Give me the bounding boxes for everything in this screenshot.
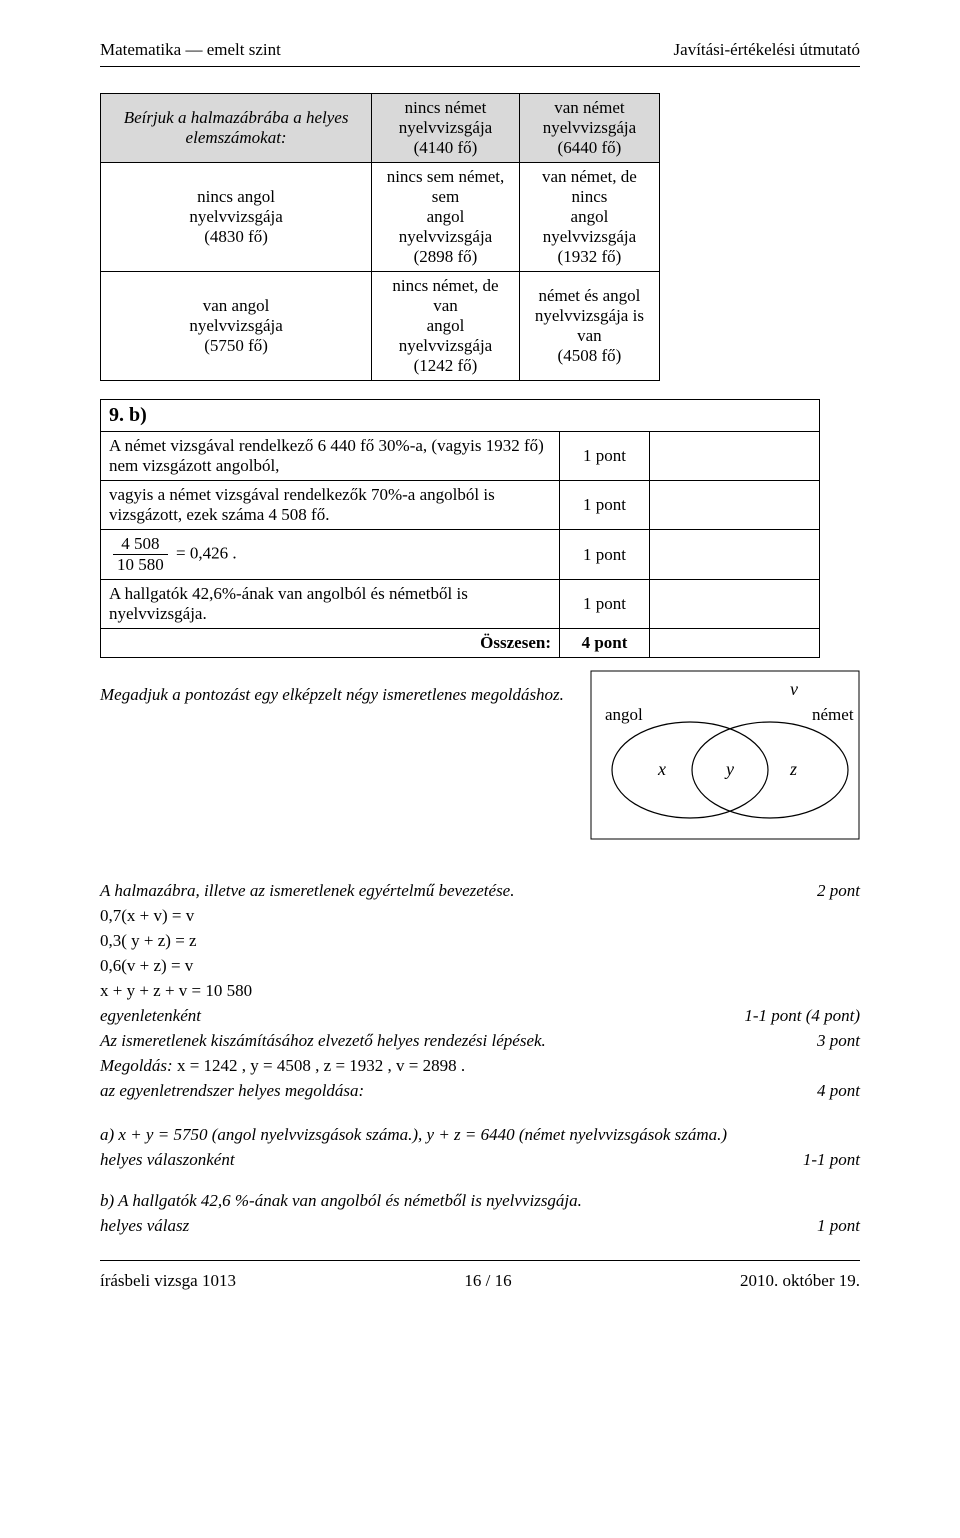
solution-step: A hallgatók 42,6%-ának van angolból és n…: [101, 580, 560, 629]
points: 1 pont: [560, 432, 650, 481]
table-row: van angol nyelvvizsgája (5750 fő) nincs …: [101, 272, 660, 381]
venn-nemet: német: [812, 705, 854, 724]
venn-svg: v angol német x y z: [590, 670, 860, 840]
points: 1 pont: [560, 580, 650, 629]
part-a-answer: helyes válaszonként 1-1 pont: [100, 1149, 860, 1172]
page-footer: írásbeli vizsga 1013 16 / 16 2010. októb…: [100, 1271, 860, 1291]
part-b-line: b) A hallgatók 42,6 %-ának van angolból …: [100, 1190, 860, 1213]
col-header-2: van német nyelvvizsgája (6440 fő): [519, 94, 659, 163]
page: Matematika — emelt szint Javítási-értéke…: [0, 0, 960, 1538]
points: 1 pont: [560, 530, 650, 580]
header-right: Javítási-értékelési útmutató: [674, 40, 860, 60]
table-row: nincs angol nyelvvizsgája (4830 fő) ninc…: [101, 163, 660, 272]
eq: 0,7(x + v) = v: [100, 905, 860, 928]
solution-table: 9. b) A német vizsgával rendelkező 6 440…: [100, 399, 820, 658]
cell: nincs német, de van angol nyelvvizsgája …: [372, 272, 520, 381]
set-count-table: Beírjuk a halmazábrába a helyes elemszám…: [100, 93, 660, 381]
venn-v: v: [790, 679, 798, 699]
eq: 0,6(v + z) = v: [100, 955, 860, 978]
total-points: 4 pont: [560, 629, 650, 658]
footer-left: írásbeli vizsga 1013: [100, 1271, 236, 1291]
points: 3 pont: [817, 1030, 860, 1053]
venn-x: x: [657, 759, 666, 779]
part-b-answer: helyes válasz 1 pont: [100, 1215, 860, 1238]
cell: nincs sem német, sem angol nyelvvizsgája…: [372, 163, 520, 272]
part-a-line: a) x + y = 5750 (angol nyelvvizsgások sz…: [100, 1124, 860, 1147]
points: 1 pont: [560, 481, 650, 530]
points: 1-1 pont: [803, 1149, 860, 1172]
scheme-row: Megadjuk a pontozást egy elképzelt négy …: [100, 670, 860, 840]
table-intro: Beírjuk a halmazábrába a helyes elemszám…: [101, 94, 372, 163]
points: 1-1 pont (4 pont): [744, 1005, 860, 1028]
cell: német és angol nyelvvizsgája is van (450…: [519, 272, 659, 381]
col-header-1: nincs német nyelvvizsgája (4140 fő): [372, 94, 520, 163]
venn-y: y: [724, 759, 734, 779]
points: 4 pont: [817, 1080, 860, 1103]
points: 2 pont: [817, 880, 860, 903]
per-equation: egyenletenként 1-1 pont (4 pont): [100, 1005, 860, 1028]
footer-rule: [100, 1260, 860, 1261]
eq: 0,3( y + z) = z: [100, 930, 860, 953]
header-left: Matematika — emelt szint: [100, 40, 281, 60]
blank-cell: [650, 481, 820, 530]
block2-line1: A halmazábra, illetve az ismeretlenek eg…: [100, 880, 860, 903]
blank-cell: [650, 530, 820, 580]
equations: 0,7(x + v) = v 0,3( y + z) = z 0,6(v + z…: [100, 905, 860, 1003]
total-label: Összesen:: [101, 629, 560, 658]
venn-angol: angol: [605, 705, 643, 724]
solution-line: Megoldás: x = 1242 , y = 4508 , z = 1932…: [100, 1055, 860, 1078]
footer-right: 2010. október 19.: [740, 1271, 860, 1291]
row-header-1: nincs angol nyelvvizsgája (4830 fő): [101, 163, 372, 272]
section-label: 9. b): [101, 400, 820, 432]
venn-diagram: v angol német x y z: [590, 670, 860, 840]
footer-mid: 16 / 16: [464, 1271, 511, 1291]
blank-cell: [650, 629, 820, 658]
page-header: Matematika — emelt szint Javítási-értéke…: [100, 40, 860, 60]
cell: van német, de nincs angol nyelvvizsgája …: [519, 163, 659, 272]
row-header-2: van angol nyelvvizsgája (5750 fő): [101, 272, 372, 381]
solution-step: A német vizsgával rendelkező 6 440 fő 30…: [101, 432, 560, 481]
blank-cell: [650, 580, 820, 629]
scheme-intro: Megadjuk a pontozást egy elképzelt négy …: [100, 684, 572, 707]
steps-line: Az ismeretlenek kiszámításához elvezető …: [100, 1030, 860, 1053]
good-line: az egyenletrendszer helyes megoldása: 4 …: [100, 1080, 860, 1103]
solution-step: vagyis a német vizsgával rendelkezők 70%…: [101, 481, 560, 530]
blank-cell: [650, 432, 820, 481]
solution-step: 4 508 10 580 = 0,426 .: [101, 530, 560, 580]
eq: x + y + z + v = 10 580: [100, 980, 860, 1003]
fraction: 4 508 10 580: [113, 534, 168, 575]
venn-z: z: [789, 759, 797, 779]
header-rule: [100, 66, 860, 67]
points: 1 pont: [817, 1215, 860, 1238]
